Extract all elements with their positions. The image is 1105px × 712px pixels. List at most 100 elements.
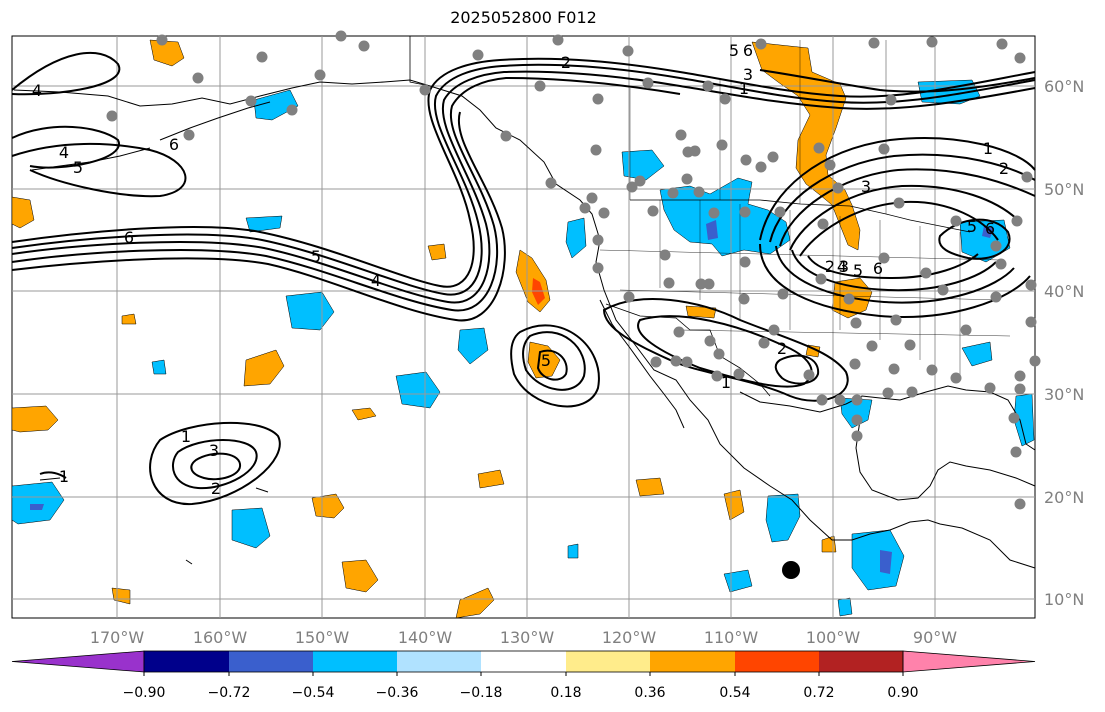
longitude-label: 140°W: [398, 628, 453, 647]
shade-orange: [477, 469, 505, 489]
station-dot: [192, 72, 204, 84]
contour-label: 1: [983, 139, 993, 158]
shade-cyan: [837, 597, 853, 617]
station-dot: [885, 94, 897, 106]
contour-label: 4: [371, 271, 381, 290]
colorbar-segment: [397, 651, 481, 672]
shade-orange: [635, 477, 665, 497]
contour-label: 1: [721, 373, 731, 392]
colorbar-outline: [143, 650, 904, 673]
station-dot: [816, 394, 828, 406]
shade-blue: [30, 504, 44, 510]
shade-cyan: [621, 149, 665, 181]
station-dot: [755, 161, 767, 173]
station-dot: [950, 372, 962, 384]
station-dot: [663, 277, 675, 289]
station-dot: [888, 363, 900, 375]
station-dot: [579, 202, 591, 214]
station-dot: [995, 258, 1007, 270]
colorbar-tick-labels: −0.90 −0.72 −0.54 −0.36 −0.18 0.18 0.36 0.54 0.7…: [123, 672, 919, 701]
station-dot: [774, 206, 786, 218]
longitude-label: 130°W: [500, 628, 555, 647]
station-dot: [824, 159, 836, 171]
longitude-label: 100°W: [806, 628, 861, 647]
station-dot: [314, 69, 326, 81]
map-frame: [11, 35, 1036, 619]
storm-marker: [782, 561, 800, 579]
station-dot: [906, 386, 918, 398]
station-dot: [1025, 316, 1037, 328]
station-dot: [552, 34, 564, 46]
shade-blue: [880, 550, 892, 574]
station-dot: [1014, 370, 1026, 382]
shade-cyan: [11, 481, 65, 525]
latitude-label: 60°N: [1044, 77, 1084, 96]
shade-cyan: [395, 371, 441, 409]
station-dot: [704, 335, 716, 347]
colorbar-tick-label: −0.90: [123, 685, 166, 701]
station-dot: [650, 356, 662, 368]
station-dot: [622, 45, 634, 57]
contour-label: 5: [967, 217, 977, 236]
station-dot: [634, 175, 646, 187]
plot-title: 2025052800 F012: [450, 8, 597, 27]
colorbar-segment: [650, 651, 735, 672]
contour-label: 2: [999, 159, 1009, 178]
station-dot: [758, 337, 770, 349]
station-dot: [904, 339, 916, 351]
latitude-label: 30°N: [1044, 385, 1084, 404]
longitude-label: 120°W: [602, 628, 657, 647]
station-dot: [256, 51, 268, 63]
shade-orange: [351, 407, 377, 421]
colorbar-tick-label: 0.90: [887, 685, 918, 701]
longitude-label: 170°W: [90, 628, 145, 647]
contour-label: 2: [777, 339, 787, 358]
station-dot: [803, 369, 815, 381]
station-dot: [472, 49, 484, 61]
station-dot: [1010, 446, 1022, 458]
latitude-label: 50°N: [1044, 180, 1084, 199]
contour-label: 4: [32, 81, 42, 100]
station-dot: [500, 130, 512, 142]
station-dot: [647, 205, 659, 217]
shade-orange: [455, 587, 495, 619]
station-dot: [713, 348, 725, 360]
station-dot: [598, 207, 610, 219]
station-dot: [592, 262, 604, 274]
contour-label: 5: [729, 41, 739, 60]
station-dot: [681, 173, 693, 185]
colorbar-segment: [229, 651, 313, 672]
shade-cyan: [151, 359, 167, 375]
shade-orange: [341, 559, 379, 593]
station-dot: [960, 324, 972, 336]
station-dot: [592, 93, 604, 105]
station-dot: [626, 181, 638, 193]
station-dot: [890, 314, 902, 326]
longitude-label: 150°W: [295, 628, 350, 647]
colorbar-segment: [313, 651, 397, 672]
contour-label: 1: [59, 467, 69, 486]
station-dot: [286, 104, 298, 116]
station-dot: [990, 240, 1002, 252]
station-dot: [740, 154, 752, 166]
station-dot: [817, 218, 829, 230]
station-dot: [716, 139, 728, 151]
station-dot: [843, 293, 855, 305]
shade-blue: [706, 220, 718, 240]
station-dot: [950, 215, 962, 227]
latitude-label: 40°N: [1044, 282, 1084, 301]
latitude-labels: 60°N 50°N 40°N 30°N 20°N 10°N: [1044, 77, 1084, 609]
contour-label: 3: [743, 65, 753, 84]
station-dot: [592, 234, 604, 246]
station-dot: [667, 187, 679, 199]
station-dot: [990, 291, 1002, 303]
station-dot: [866, 340, 878, 352]
longitude-label: 90°W: [913, 628, 957, 647]
station-dot: [1021, 171, 1033, 183]
station-dot: [335, 30, 347, 42]
station-dot: [755, 38, 767, 50]
shade-orange: [311, 493, 345, 519]
contour-label: 2: [825, 257, 835, 276]
shade-cyan: [457, 327, 489, 365]
